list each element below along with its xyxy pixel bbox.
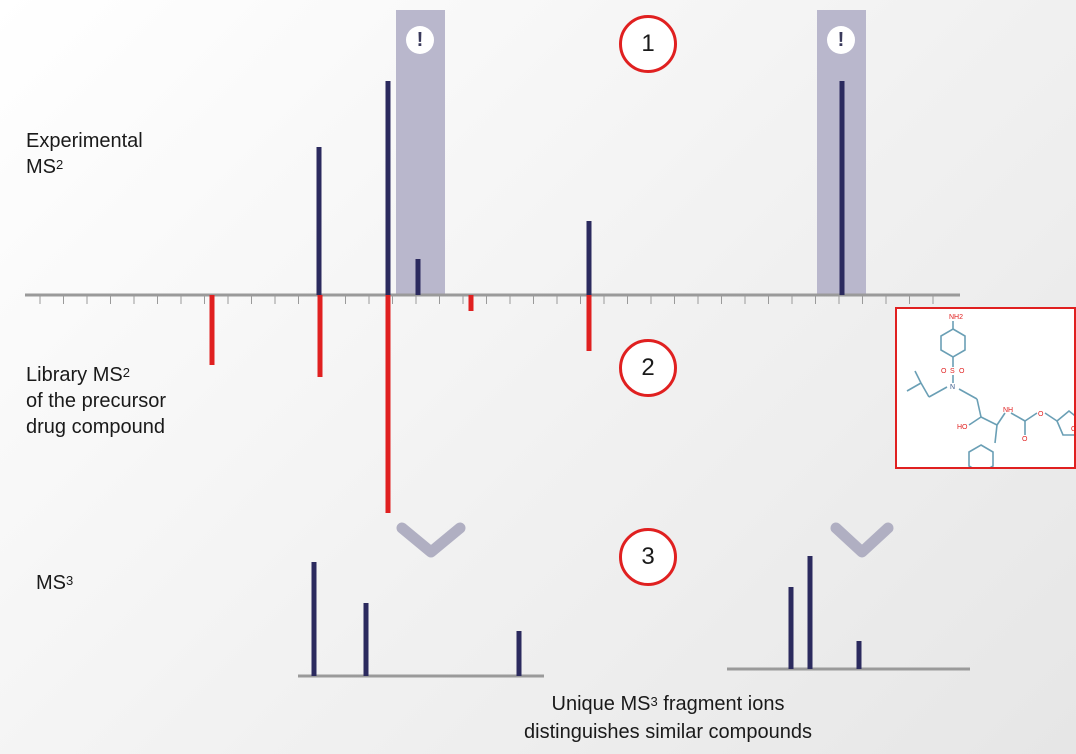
ms3-left-peak: [311, 562, 317, 676]
svg-text:N: N: [950, 384, 955, 391]
ms3-peaks-right: [788, 556, 862, 669]
svg-text:O: O: [1071, 426, 1076, 433]
alert-icon: !: [827, 26, 855, 54]
ms3-left-peak: [516, 631, 522, 676]
library-peak: [209, 295, 215, 365]
experimental-ms2-label: Experimental MS2: [26, 130, 143, 178]
step-3-badge: 3: [619, 528, 677, 586]
experimental-peak: [586, 221, 592, 295]
ms3-right-peak: [856, 641, 862, 669]
caption: Unique MS3 fragment ions distinguishes s…: [524, 693, 812, 743]
experimental-peak: [415, 259, 421, 295]
ms3-left-peak: [363, 603, 369, 676]
ms3-right-peak: [807, 556, 813, 669]
svg-text:O: O: [1022, 436, 1028, 443]
highlight-band-left: [396, 10, 445, 296]
svg-text:O: O: [941, 368, 947, 375]
chemical-structure: NH2 O S O N HO NH O O O: [895, 307, 1076, 469]
experimental-peak: [385, 81, 391, 295]
svg-text:NH: NH: [1003, 407, 1013, 414]
axis-ticks: [39, 296, 934, 304]
alert-icon: !: [406, 26, 434, 54]
library-ms2-label: Library MS2 of the precursor drug compou…: [26, 364, 167, 438]
step-2-badge: 2: [619, 339, 677, 397]
ms3-peaks-left: [311, 562, 522, 676]
step-1-badge: 1: [619, 15, 677, 73]
svg-text:S: S: [950, 368, 955, 375]
experimental-peak: [316, 147, 322, 295]
ms3-label: MS3: [36, 572, 74, 594]
library-peak: [586, 295, 592, 351]
svg-text:O: O: [1038, 411, 1044, 418]
library-peak: [468, 295, 474, 311]
ms3-right-peak: [788, 587, 794, 669]
library-peaks: [209, 295, 592, 513]
library-peak: [385, 295, 391, 513]
svg-text:O: O: [959, 368, 965, 375]
chevron-down-icon: [830, 522, 894, 558]
library-peak: [317, 295, 323, 377]
svg-text:NH2: NH2: [949, 314, 963, 321]
chevron-down-icon: [396, 522, 466, 558]
experimental-peak: [839, 81, 845, 295]
svg-text:HO: HO: [957, 424, 968, 431]
experimental-peaks: [316, 81, 845, 295]
